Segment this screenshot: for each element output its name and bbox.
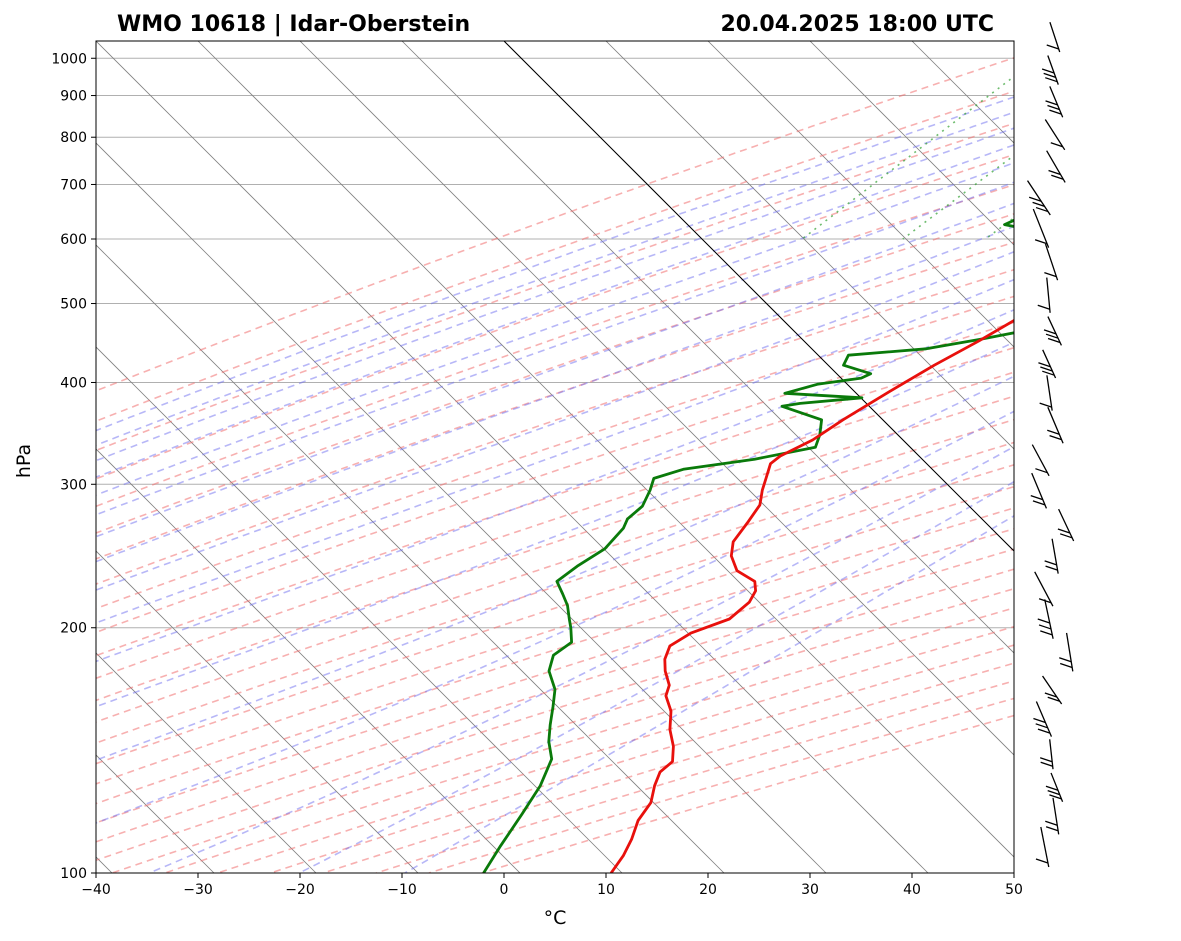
moist-adiabat: [96, 202, 1014, 538]
x-axis-label: °C: [544, 907, 567, 929]
y-tick-label: 600: [60, 232, 87, 248]
isotherm-line: [96, 448, 521, 873]
dry-adiabat: [96, 122, 1014, 452]
wind-barb: [1026, 180, 1051, 216]
wind-barb: [1044, 538, 1059, 574]
y-tick-label: 100: [60, 866, 87, 882]
wind-barb: [1038, 349, 1057, 379]
moist-adiabat: [96, 181, 1014, 516]
moist-adiabat: [96, 410, 1014, 824]
dry-adiabat: [96, 57, 1014, 392]
plot-frame: [95, 40, 1015, 874]
wind-barb: [1032, 208, 1050, 248]
wind-barb: [1044, 243, 1059, 281]
dry-adiabat: [96, 418, 1014, 723]
moist-adiabat: [96, 341, 1014, 708]
y-axis: 100 200 300 400 500 600 700 800 900 1000: [51, 51, 96, 882]
y-tick-label: 300: [60, 477, 87, 493]
wind-barb: [1035, 826, 1050, 868]
dewpoint-series-line: [482, 218, 1014, 873]
x-tick-label: 0: [500, 882, 509, 898]
mixing-ratio-lines: [801, 75, 1014, 240]
isotherm-line: [96, 346, 623, 873]
wind-barb: [1046, 150, 1066, 183]
moist-adiabat: [96, 96, 1014, 432]
dry-adiabat: [96, 183, 1014, 508]
isotherm-line: [605, 41, 1014, 450]
chart-title-left: WMO 10618 | Idar-Oberstein: [117, 12, 470, 37]
moist-adiabat: [148, 445, 1014, 873]
moist-adiabats: [96, 96, 1014, 873]
y-tick-label: 900: [60, 89, 87, 105]
x-tick-label: −40: [81, 882, 111, 898]
wind-barb: [1031, 444, 1050, 477]
isotherm-line: [401, 41, 1014, 654]
isotherm-line: [96, 41, 929, 873]
y-tick-label: 800: [60, 130, 87, 146]
y-tick-label: 500: [60, 297, 87, 313]
sounding-profiles: [482, 218, 1014, 873]
plot-area: [96, 41, 1014, 873]
x-tick-label: −30: [183, 882, 213, 898]
moist-adiabat: [96, 144, 1014, 478]
wind-barb: [1045, 86, 1064, 118]
y-tick-label: 400: [60, 375, 87, 391]
wind-barb: [1046, 21, 1061, 53]
y-tick-label: 200: [60, 621, 87, 637]
wind-barb: [1045, 797, 1060, 835]
wind-barb: [1044, 119, 1066, 151]
wind-barb: [1039, 375, 1053, 411]
pressure-gridlines: [96, 57, 1014, 873]
moist-adiabat: [96, 225, 1014, 563]
x-axis: −40 −30 −20 −10 0 10 20 30 40 50: [81, 873, 1023, 898]
temperature-series-line: [609, 318, 1014, 873]
wind-barb: [1042, 675, 1063, 705]
zero-isotherm: [503, 41, 1014, 552]
moist-adiabat: [96, 111, 1014, 447]
isotherm-line: [96, 142, 827, 873]
x-tick-label: 20: [699, 882, 717, 898]
wind-barb: [1057, 508, 1075, 542]
moist-adiabat: [96, 127, 1014, 462]
y-tick-label: 700: [60, 177, 87, 193]
zero-isotherm-line: [503, 41, 1014, 552]
wind-barb: [1033, 701, 1053, 737]
isotherm-line: [809, 41, 1014, 246]
isotherm-line: [96, 550, 419, 873]
wind-barb: [1039, 739, 1054, 770]
y-tick-label: 1000: [51, 51, 87, 67]
isotherm-line: [197, 41, 1014, 858]
x-tick-label: 50: [1005, 882, 1023, 898]
dry-adiabat: [96, 346, 1014, 657]
y-axis-label: hPa: [13, 444, 35, 478]
x-tick-label: −20: [285, 882, 315, 898]
moist-adiabat: [298, 480, 1014, 873]
dry-adiabat: [96, 213, 1014, 534]
dry-adiabat: [96, 321, 1014, 634]
dry-adiabat: [96, 395, 1014, 702]
wind-barb: [1037, 277, 1051, 313]
wind-barb: [1045, 772, 1064, 803]
wind-barb: [1037, 599, 1054, 639]
x-tick-label: 10: [597, 882, 615, 898]
isotherm-line: [96, 244, 725, 873]
x-tick-label: 40: [903, 882, 921, 898]
mixing-ratio-line: [801, 75, 1014, 240]
x-tick-label: −10: [387, 882, 417, 898]
dry-adiabat: [96, 241, 1014, 560]
wind-barb: [1041, 55, 1059, 85]
wind-barb: [1030, 472, 1048, 509]
wind-barb: [1043, 316, 1063, 346]
isotherm-line: [299, 41, 1014, 756]
chart-title-right: 20.04.2025 18:00 UTC: [720, 12, 994, 37]
wind-barbs: [1026, 21, 1075, 868]
wind-barb: [1047, 406, 1064, 444]
dry-adiabat: [96, 90, 1014, 423]
x-tick-label: 30: [801, 882, 819, 898]
wind-barb: [1059, 632, 1074, 672]
